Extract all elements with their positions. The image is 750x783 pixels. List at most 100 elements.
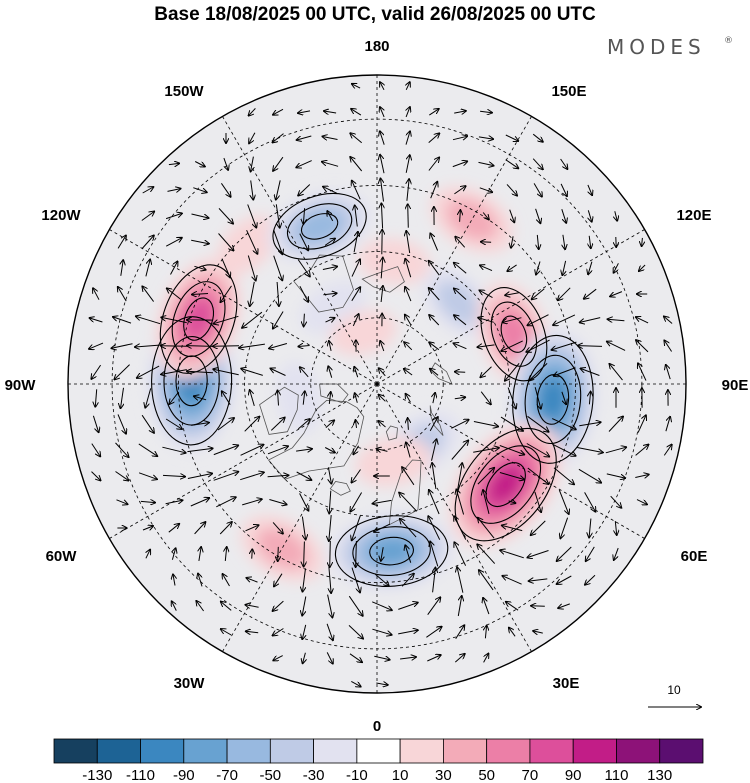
wind-vector: [584, 288, 597, 299]
wind-vector: [535, 208, 541, 223]
colorbar-swatch: [486, 738, 531, 764]
wind-vector: [636, 317, 649, 324]
wind-vector: [142, 286, 155, 302]
wind-vector: [454, 343, 467, 350]
wind-vector: [325, 420, 334, 428]
wind-vector: [303, 391, 305, 405]
wind-vector: [429, 109, 438, 116]
wind-vector: [162, 475, 185, 476]
wind-vector: [221, 602, 232, 611]
wind-vector: [373, 500, 392, 503]
chart-title: Base 18/08/2025 00 UTC, valid 26/08/2025…: [154, 4, 596, 25]
wind-vector: [141, 414, 154, 433]
wind-vector: [428, 133, 440, 143]
wind-vector: [479, 187, 492, 192]
colorbar-swatch: [356, 738, 401, 764]
wind-vector: [405, 131, 410, 145]
coastline-novaya-zemlya: [429, 405, 444, 436]
wind-vector: [381, 179, 384, 202]
colorbar-tick-label: -30: [303, 767, 325, 783]
lon-label-0: 0: [373, 718, 381, 735]
wind-vector: [379, 421, 386, 428]
wind-vector: [638, 363, 647, 381]
wind-vector: [251, 156, 254, 172]
wind-vector: [560, 517, 569, 539]
wind-vector: [456, 490, 465, 515]
wind-vector: [351, 259, 360, 277]
wind-vector: [213, 472, 239, 481]
wind-vector: [118, 287, 127, 302]
wind-vector: [557, 546, 572, 561]
wind-vector: [509, 209, 515, 223]
wind-vector: [91, 471, 101, 481]
wind-vector: [560, 183, 567, 196]
wind-vector: [429, 315, 440, 326]
wind-vector: [615, 211, 617, 220]
wind-vector: [267, 475, 289, 476]
wind-vector: [273, 108, 284, 114]
wind-vector: [454, 111, 466, 113]
wind-vector: [381, 286, 383, 303]
wind-vector: [406, 394, 411, 403]
wind-vector: [500, 550, 524, 559]
wind-vector: [477, 544, 496, 564]
wind-vector: [589, 518, 591, 538]
wind-vector: [408, 418, 409, 430]
wind-vector: [454, 289, 467, 300]
wind-vector: [560, 158, 568, 169]
wind-vector: [323, 293, 336, 294]
wind-vector: [165, 500, 183, 503]
anomaly-russia-high: [449, 422, 562, 548]
colorbar-tick-label: 30: [435, 767, 452, 783]
wind-vector: [167, 288, 182, 300]
wind-vector: [455, 372, 466, 373]
colorbar-tick-label: 70: [522, 767, 539, 783]
wind-vector: [663, 445, 671, 456]
wind-vector: [302, 624, 305, 639]
anomaly-gulf-of-alaska-north-high: [216, 215, 279, 275]
wind-vector: [326, 652, 333, 663]
anomaly-shade: [256, 527, 308, 569]
colorbar-swatch: [616, 738, 661, 764]
wind-vector: [608, 319, 625, 321]
wind-vector: [242, 499, 262, 506]
brand-logo: MODES: [607, 35, 706, 59]
wind-vector: [380, 107, 384, 118]
wind-vector: [89, 342, 104, 349]
wind-vector: [273, 156, 284, 171]
wind-vector: [460, 210, 461, 222]
wind-vector: [302, 596, 307, 616]
wind-vector: [245, 605, 259, 607]
wind-vector: [429, 288, 440, 301]
wind-vector: [405, 287, 412, 302]
wind-vector: [615, 521, 616, 535]
wind-vector: [588, 210, 591, 221]
streamline-ring: [286, 203, 353, 250]
wind-vector: [610, 364, 623, 381]
streamline-ring: [175, 355, 208, 407]
wind-vector: [296, 449, 312, 451]
wind-vector: [507, 264, 517, 271]
wind-vector: [91, 443, 100, 457]
wind-vector: [562, 260, 565, 275]
wind-vector: [350, 157, 363, 172]
wind-vector: [249, 132, 256, 144]
anomaly-bering-sea-high: [358, 238, 431, 285]
wind-vector: [140, 501, 155, 502]
wind-vector: [480, 111, 492, 112]
wind-vector: [242, 311, 263, 328]
wind-vector: [429, 342, 440, 351]
wind-vector: [350, 133, 363, 144]
wind-vector: [162, 446, 185, 453]
wind-vector: [194, 396, 207, 400]
anomaly-east-siberian-low: [422, 267, 494, 339]
wind-vector: [579, 422, 600, 427]
wind-vector: [558, 603, 570, 608]
colorbar-swatch: [529, 738, 574, 764]
wind-vector: [428, 158, 439, 171]
wind-vector: [135, 345, 162, 347]
lon-label-150w: 150W: [164, 83, 204, 100]
colorbar-swatch: [659, 738, 704, 764]
wind-vector: [329, 515, 331, 541]
